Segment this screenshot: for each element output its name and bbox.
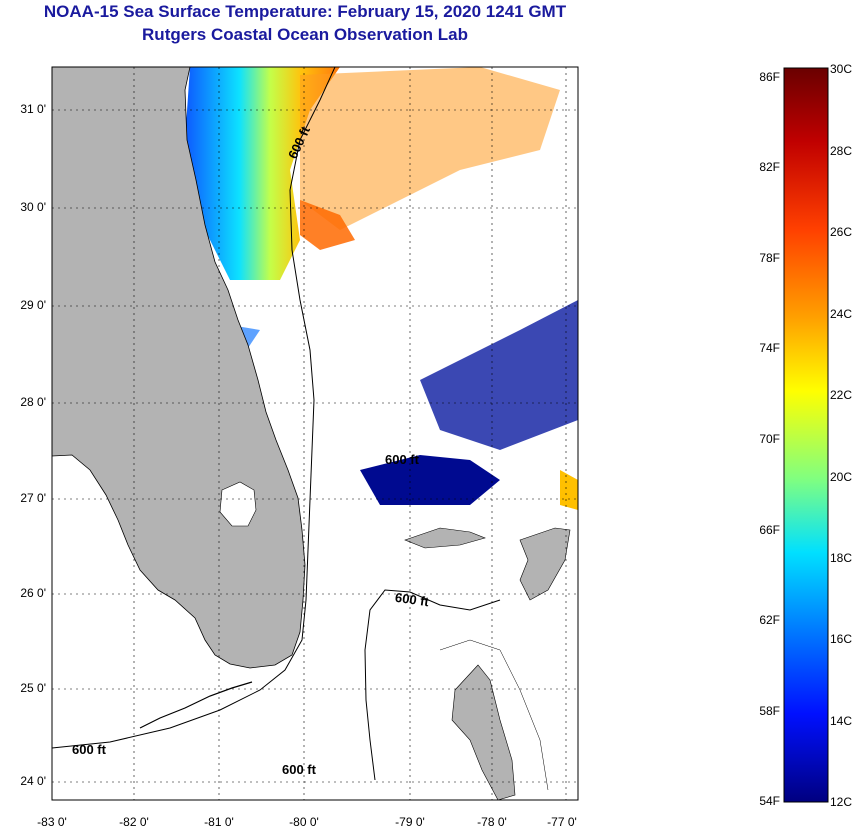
- lon-label: -77 0': [547, 815, 577, 829]
- lat-label: 27 0': [20, 491, 46, 505]
- colorbar-f-label: 62F: [759, 613, 780, 627]
- isobath-label: 600 ft: [282, 762, 316, 777]
- colorbar-f-label: 58F: [759, 704, 780, 718]
- lat-label: 25 0': [20, 681, 46, 695]
- isobath-label: 600 ft: [72, 742, 106, 757]
- lat-label: 24 0': [20, 774, 46, 788]
- abaco-island: [519, 527, 571, 601]
- lat-label: 28 0': [20, 395, 46, 409]
- lon-label: -78 0': [477, 815, 507, 829]
- colorbar-c-label: 28C: [830, 144, 853, 158]
- lat-label: 31 0': [20, 102, 46, 116]
- isobath-600ft: [52, 67, 501, 781]
- colorbar-f-label: 78F: [759, 251, 780, 265]
- map-title: NOAA-15 Sea Surface Temperature: Februar…: [43, 2, 567, 21]
- colorbar-c-label: 20C: [830, 470, 853, 484]
- isobath-label: 600 ft: [385, 452, 419, 467]
- lat-label: 26 0': [20, 586, 46, 600]
- colorbar-f-label: 82F: [759, 160, 780, 174]
- colorbar-c-label: 26C: [830, 225, 853, 239]
- colorbar-c-label: 14C: [830, 714, 853, 728]
- colorbar-c-label: 12C: [830, 795, 853, 809]
- colorbar-f-label: 86F: [759, 70, 780, 84]
- andros-island: [451, 664, 516, 800]
- lon-label: -82 0': [119, 815, 149, 829]
- map-subtitle: Rutgers Coastal Ocean Observation Lab: [142, 25, 468, 44]
- lake-okeechobee: [219, 481, 257, 527]
- colorbar-f-label: 70F: [759, 432, 780, 446]
- lon-label: -83 0': [37, 815, 67, 829]
- colorbar-c-label: 24C: [830, 307, 853, 321]
- lon-label: -81 0': [204, 815, 234, 829]
- colorbar-c-label: 30C: [830, 62, 853, 76]
- lon-label: -79 0': [395, 815, 425, 829]
- florida-keys: [139, 681, 253, 729]
- bahama-bank: [439, 639, 549, 791]
- lon-label: -80 0': [289, 815, 319, 829]
- graticule: [52, 67, 578, 800]
- colorbar-f-label: 54F: [759, 794, 780, 808]
- colorbar-f-label: 74F: [759, 341, 780, 355]
- grand-bahama: [404, 527, 486, 549]
- sst-swath: [52, 67, 578, 520]
- map-border: [51, 66, 579, 801]
- lat-label: 30 0': [20, 200, 46, 214]
- colorbar-c-label: 18C: [830, 551, 853, 565]
- colorbar: [783, 67, 829, 803]
- lat-label: 29 0': [20, 298, 46, 312]
- colorbar-c-label: 22C: [830, 388, 853, 402]
- colorbar-f-label: 66F: [759, 523, 780, 537]
- colorbar-c-label: 16C: [830, 632, 853, 646]
